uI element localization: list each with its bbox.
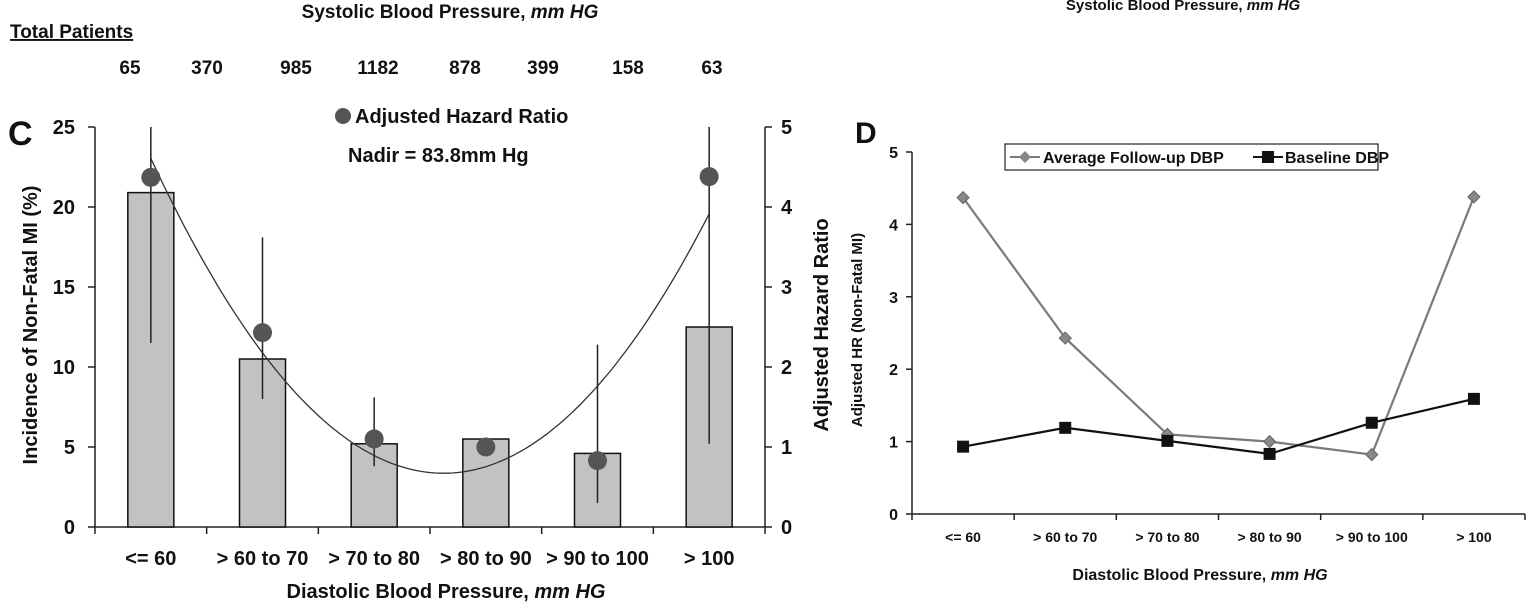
d-point-diamond <box>956 190 970 205</box>
d-x-axis-title: Diastolic Blood Pressure, mm HG <box>1072 567 1327 584</box>
d-y-ticks: 0 1 2 3 4 5 <box>889 145 912 524</box>
c-y2-tick-label: 2 <box>781 357 792 379</box>
c-hazard-points <box>141 167 719 471</box>
d-legend <box>1004 143 1379 171</box>
c-y-tick-label: 20 <box>53 197 75 219</box>
c-fit-curve <box>150 158 710 474</box>
total-patients-value: 370 <box>191 58 223 79</box>
d-point-square <box>1263 447 1276 460</box>
d-category-label: > 80 to 90 <box>1237 529 1301 545</box>
total-patients-value: 985 <box>280 58 312 79</box>
d-x-ticks <box>911 514 1526 520</box>
c-y-tick-label: 15 <box>53 277 75 299</box>
total-patients-label: Total Patients <box>10 22 133 43</box>
c-y2-ticks: 0 1 2 3 4 5 <box>765 117 793 539</box>
d-category-labels: <= 60 > 60 to 70 > 70 to 80 > 80 to 90 > 90 … <box>945 529 1492 545</box>
c-bar <box>350 443 398 528</box>
c-category-label: > 100 <box>684 548 735 570</box>
total-patients-value: 63 <box>701 58 722 79</box>
c-nadir-annotation: Nadir = 83.8mm Hg <box>348 145 529 167</box>
d-series <box>956 190 1481 462</box>
d-y-tick-label: 4 <box>889 217 898 234</box>
d-category-label: <= 60 <box>945 529 981 545</box>
d-y-tick-label: 0 <box>889 507 898 524</box>
total-patients-values: 65 370 985 1182 878 399 158 63 <box>119 58 722 79</box>
c-y-tick-label: 25 <box>53 117 75 139</box>
d-point-square <box>1467 392 1480 405</box>
d-category-label: > 70 to 80 <box>1135 529 1199 545</box>
c-y2-tick-label: 5 <box>781 117 792 139</box>
panel-d: D 0 1 2 3 4 5 <= 60 > 60 to 70 > 70 to 80 > 80 t… <box>849 117 1526 584</box>
c-category-label: > 90 to 100 <box>546 548 649 570</box>
d-legend-square-marker <box>1262 151 1274 163</box>
c-hazard-point <box>588 451 607 471</box>
c-y-tick-label: 10 <box>53 357 75 379</box>
d-y-tick-label: 3 <box>889 290 898 307</box>
d-point-square <box>1365 416 1378 429</box>
total-patients-value: 399 <box>527 58 559 79</box>
total-patients-value: 878 <box>449 58 481 79</box>
c-y-tick-label: 5 <box>64 437 75 459</box>
c-category-labels: <= 60 > 60 to 70 > 70 to 80 > 80 to 90 > 90 … <box>125 548 734 570</box>
c-error-bars <box>150 127 710 503</box>
c-hazard-point <box>141 167 161 187</box>
c-y-tick-label: 0 <box>64 517 75 539</box>
top-title-right: Systolic Blood Pressure, mm HG <box>1066 0 1301 14</box>
c-category-label: <= 60 <box>125 548 176 570</box>
d-category-label: > 60 to 70 <box>1033 529 1097 545</box>
panel-c: C 0 5 10 15 20 25 0 1 2 3 4 5 <= 60 > 60 to 70 > 70 … <box>8 106 833 603</box>
d-category-label: > 100 <box>1456 529 1492 545</box>
d-y-tick-label: 1 <box>889 435 898 452</box>
d-point-diamond <box>1365 447 1379 462</box>
c-x-ticks <box>94 527 766 534</box>
top-title-left: Systolic Blood Pressure, mm HG <box>302 2 599 23</box>
d-series-line <box>962 397 1475 456</box>
c-y2-tick-label: 3 <box>781 277 792 299</box>
d-category-label: > 90 to 100 <box>1336 529 1408 545</box>
c-category-label: > 70 to 80 <box>328 548 420 570</box>
d-point-diamond <box>1058 331 1072 345</box>
total-patients-value: 65 <box>119 58 141 79</box>
c-y-ticks: 0 5 10 15 20 25 <box>53 117 95 539</box>
c-hazard-point <box>253 323 272 343</box>
d-y-tick-label: 2 <box>889 362 898 379</box>
c-legend-marker <box>335 108 351 124</box>
c-bars <box>127 191 733 528</box>
panel-label-c: C <box>8 115 33 153</box>
d-series-line <box>962 196 1475 456</box>
total-patients-value: 158 <box>612 58 644 79</box>
d-y-tick-label: 5 <box>889 145 898 162</box>
panel-label-d: D <box>855 117 877 150</box>
c-legend-label: Adjusted Hazard Ratio <box>355 106 568 128</box>
c-y2-tick-label: 0 <box>781 517 792 539</box>
c-y2-tick-label: 1 <box>781 437 792 459</box>
c-y2-axis-title: Adjusted Hazard Ratio <box>811 218 833 431</box>
d-point-square <box>1059 421 1072 434</box>
d-legend-label-baseline: Baseline DBP <box>1285 150 1389 167</box>
d-point-diamond <box>1262 434 1277 449</box>
c-y2-tick-label: 4 <box>781 197 793 219</box>
d-legend-diamond-marker <box>1019 151 1031 163</box>
c-hazard-point <box>476 437 496 457</box>
c-hazard-point <box>699 167 719 187</box>
c-y-axis-title: Incidence of Non-Fatal MI (%) <box>20 186 42 465</box>
total-patients-value: 1182 <box>357 58 398 79</box>
c-hazard-point <box>364 429 384 449</box>
c-x-axis-title: Diastolic Blood Pressure, mm HG <box>287 581 606 603</box>
d-point-square <box>957 440 970 453</box>
d-point-square <box>1161 434 1174 447</box>
d-point-diamond <box>1467 190 1481 204</box>
c-category-label: > 80 to 90 <box>440 548 532 570</box>
c-category-label: > 60 to 70 <box>217 548 309 570</box>
d-legend-label-followup: Average Follow-up DBP <box>1043 150 1224 167</box>
d-y-axis-title: Adjusted HR (Non-Fatal MI) <box>849 233 866 427</box>
